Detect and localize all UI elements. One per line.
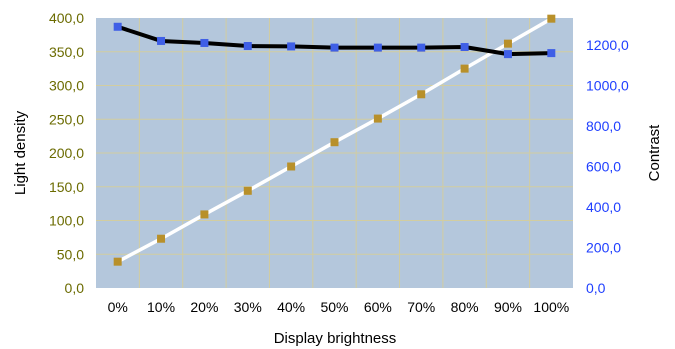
- light-density-point: [503, 39, 512, 48]
- contrast-point: [547, 49, 556, 58]
- contrast-point: [330, 43, 339, 52]
- left-tick-label: 400,0: [49, 10, 84, 26]
- left-tick-label: 50,0: [57, 246, 84, 262]
- right-tick-label: 1000,0: [586, 77, 629, 93]
- light-density-point: [243, 186, 252, 195]
- x-tick-label: 10%: [147, 299, 175, 315]
- x-tick-label: 100%: [533, 299, 569, 315]
- right-axis-ticks: 0,0 200,0 400,0 600,0 800,0 1000,0 1200,0: [586, 37, 629, 296]
- x-tick-label: 90%: [494, 299, 522, 315]
- light-density-point: [157, 234, 166, 243]
- series-layer: [113, 14, 556, 266]
- left-tick-label: 250,0: [49, 111, 84, 127]
- contrast-point: [243, 42, 252, 51]
- left-axis-ticks: 0,0 50,0 100,0 150,0 200,0 250,0 300,0 350,0 400…: [49, 10, 84, 296]
- x-tick-label: 80%: [451, 299, 479, 315]
- right-tick-label: 0,0: [586, 280, 606, 296]
- x-axis-ticks: 0% 10% 20% 30% 40% 50% 60% 70% 80% 90% 100%: [108, 299, 570, 315]
- x-axis-title: Display brightness: [274, 330, 397, 347]
- x-tick-label: 50%: [320, 299, 348, 315]
- y-axis-title-left: Light density: [12, 110, 29, 195]
- light-density-point: [113, 257, 122, 266]
- contrast-point: [373, 43, 382, 52]
- left-tick-label: 100,0: [49, 213, 84, 229]
- light-density-point: [547, 14, 556, 23]
- contrast-point: [200, 38, 209, 47]
- light-density-point: [417, 90, 426, 99]
- contrast-point: [287, 42, 296, 51]
- contrast-point: [503, 50, 512, 59]
- left-tick-label: 350,0: [49, 44, 84, 60]
- left-tick-label: 150,0: [49, 179, 84, 195]
- right-tick-label: 600,0: [586, 158, 621, 174]
- light-density-point: [200, 210, 209, 219]
- y-axis-title-right: Contrast: [646, 124, 663, 182]
- gridlines: [96, 18, 573, 288]
- light-density-point: [373, 114, 382, 123]
- left-tick-label: 0,0: [65, 280, 85, 296]
- right-tick-label: 800,0: [586, 118, 621, 134]
- light-density-point: [287, 162, 296, 171]
- x-tick-label: 30%: [234, 299, 262, 315]
- left-tick-label: 300,0: [49, 78, 84, 94]
- right-tick-label: 200,0: [586, 239, 621, 255]
- right-tick-label: 1200,0: [586, 37, 629, 53]
- light-density-point: [330, 138, 339, 147]
- contrast-point: [113, 22, 122, 31]
- right-tick-label: 400,0: [586, 199, 621, 215]
- x-tick-label: 0%: [108, 299, 128, 315]
- contrast-point: [417, 43, 426, 52]
- light-density-point: [460, 64, 469, 73]
- contrast-point: [460, 43, 469, 52]
- left-tick-label: 200,0: [49, 145, 84, 161]
- x-tick-label: 60%: [364, 299, 392, 315]
- x-tick-label: 40%: [277, 299, 305, 315]
- x-tick-label: 70%: [407, 299, 435, 315]
- x-tick-label: 20%: [190, 299, 218, 315]
- contrast-point: [157, 36, 166, 45]
